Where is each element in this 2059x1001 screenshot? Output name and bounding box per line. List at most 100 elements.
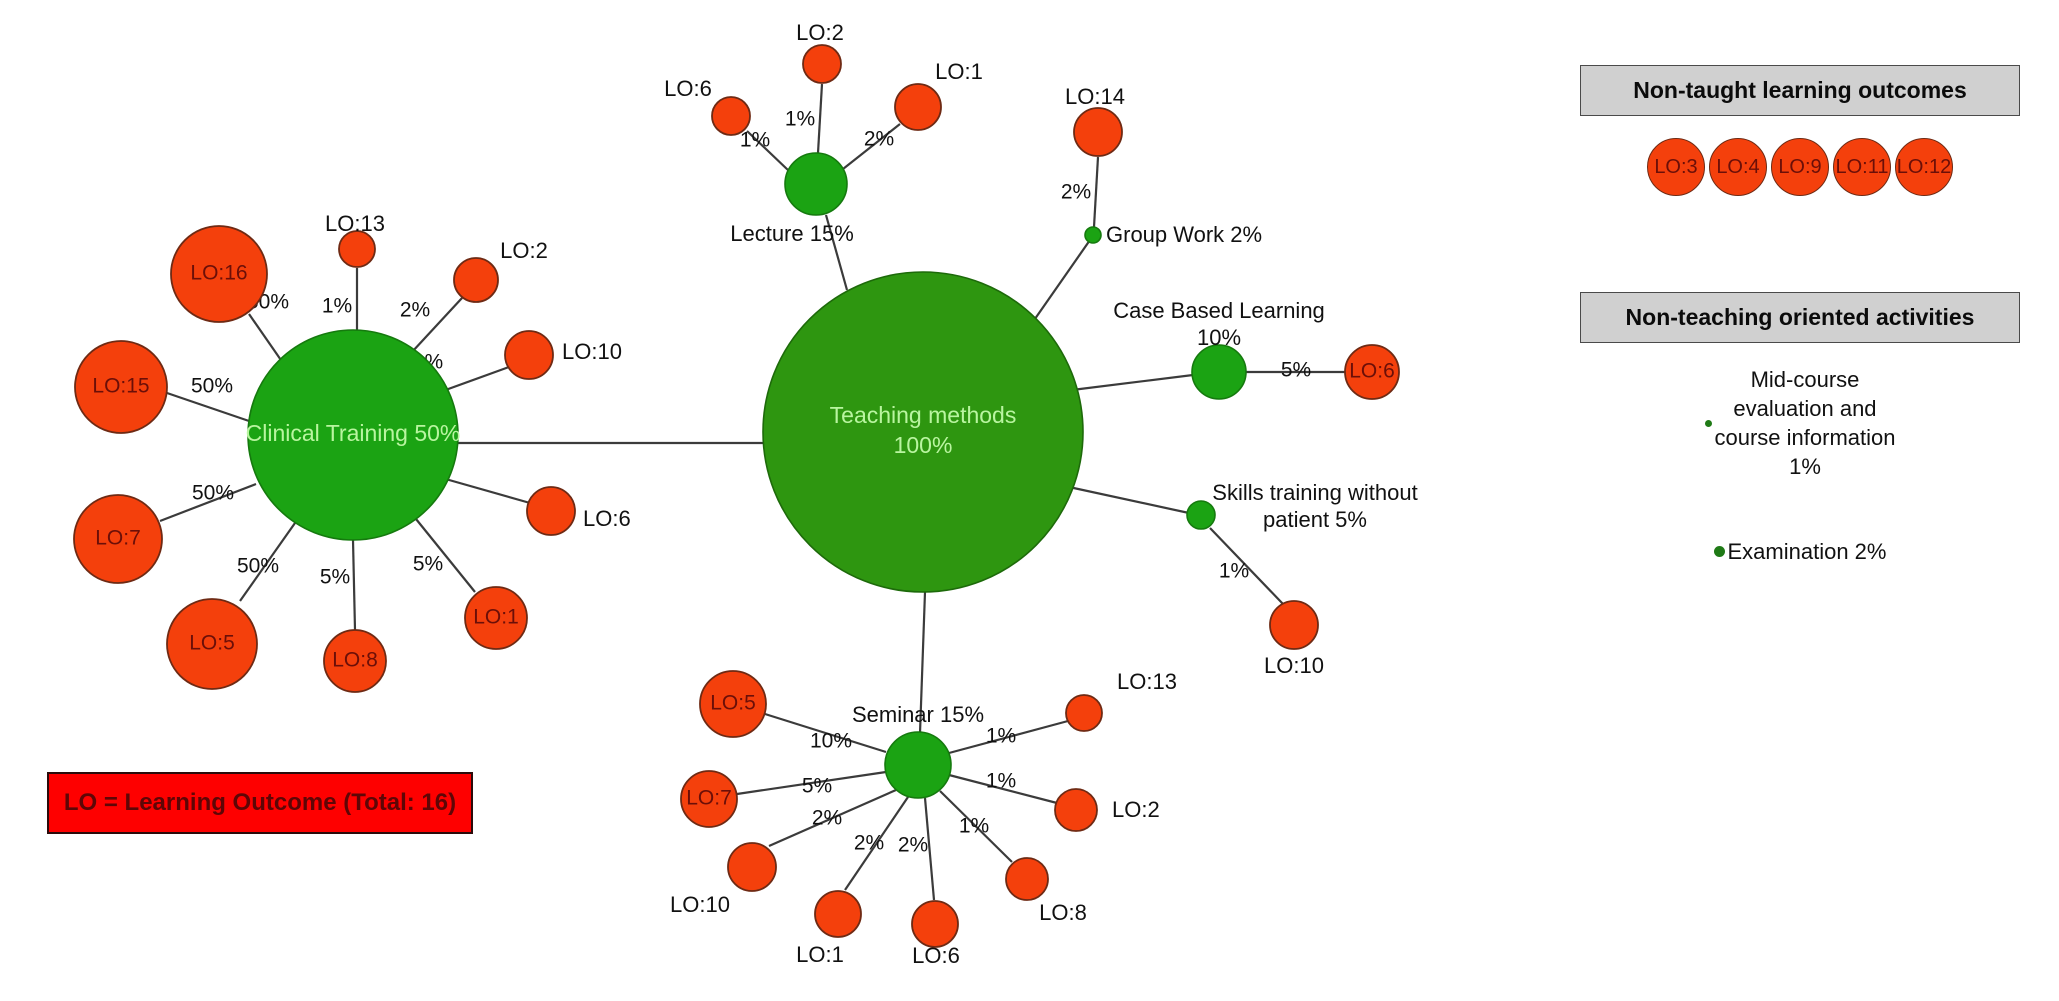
edge-cbl-lo6: 5% [1246,359,1345,382]
lo-node-ct-1-inner-label: LO:1 [473,606,519,629]
lo-node-sem-13[interactable]: LO:13 [1065,669,1177,732]
method-group-work-outer-label: Group Work 2% [1106,222,1262,247]
non-taught-lo-chip[interactable]: LO:4 [1709,138,1767,196]
lo-key-label: LO = Learning Outcome (Total: 16) [63,789,457,816]
lo-node-lec-1[interactable]: LO:1 [894,59,983,131]
method-case-based-learning-circle[interactable] [1191,344,1247,400]
lo-node-ct-6[interactable]: LO:6 [526,486,631,536]
edge-hub-case-based-line [1071,373,1194,392]
lo-node-sem-13-circle[interactable] [1065,694,1103,732]
non-taught-lo-chip[interactable]: LO:12 [1895,138,1953,196]
lo-node-cbl-6[interactable]: LO:6 [1344,344,1400,400]
lo-node-sem-7-circle[interactable] [680,770,738,828]
method-group-work-circle[interactable] [1084,226,1102,244]
edge-ct-lo2-line [411,297,463,353]
lo-node-sem-5[interactable]: LO:5 [699,670,767,738]
lo-node-st-10[interactable]: LO:10 [1264,600,1324,678]
method-case-based-learning-outer-label: Case Based Learning [1113,298,1325,323]
lo-node-lec-6-circle[interactable] [711,96,751,136]
edge-ct-lo5-line [239,522,296,602]
non-taught-lo-chip[interactable]: LO:3 [1647,138,1705,196]
lo-node-ct-13-circle[interactable] [338,230,376,268]
lo-node-sem-1-circle[interactable] [814,890,862,938]
edge-ct-lo8: 5% [320,539,357,631]
edge-lecture-lo6-weight-label: 1% [740,129,770,152]
edge-ct-lo2-weight-label: 2% [400,299,430,322]
method-skills-training-circle[interactable] [1186,500,1216,530]
lo-node-ct-7-circle[interactable] [73,494,163,584]
edge-hub-seminar [918,591,927,734]
non-teaching-activity-item[interactable]: Examination 2% [1580,537,2020,566]
activity-bullet-icon [1704,419,1712,427]
method-clinical-training-circle[interactable] [247,329,459,541]
lo-node-ct-8-circle[interactable] [323,629,387,693]
lo-node-ct-6-circle[interactable] [526,486,576,536]
hub-teaching-methods[interactable]: Teaching methods 100% [762,271,1084,593]
lo-node-cbl-6-circle[interactable] [1344,344,1400,400]
lo-node-ct-1[interactable]: LO:1 [464,586,528,650]
lo-node-ct-13[interactable]: LO:13 [325,211,385,268]
edge-hub-lecture-line [824,214,849,291]
edge-seminar-lo2: 1% [948,770,1058,805]
lo-node-sem-5-circle[interactable] [699,670,767,738]
lo-node-sem-10[interactable]: LO:10 [670,842,777,917]
method-lecture-circle[interactable] [784,152,848,216]
lo-node-lec-2-circle[interactable] [802,44,842,84]
lo-node-ct-2[interactable]: LO:2 [453,238,548,303]
lo-node-ct-5-circle[interactable] [166,598,258,690]
method-lecture[interactable]: Lecture 15% [730,152,854,246]
non-teaching-activity-item[interactable]: Mid-course evaluation and course informati… [1580,365,2020,481]
method-seminar[interactable]: Seminar 15% [852,702,984,799]
lo-node-sem-1[interactable]: LO:1 [796,890,862,967]
lo-node-sem-8[interactable]: LO:8 [1005,857,1087,925]
non-teaching-activity-list: Mid-course evaluation and course informati… [1580,365,2020,566]
method-skills-training-outer-label: Skills training without [1212,480,1417,505]
lo-node-ct-7[interactable]: LO:7 [73,494,163,584]
lo-node-sem-10-circle[interactable] [727,842,777,892]
lo-node-ct-5[interactable]: LO:5 [166,598,258,690]
lo-node-st-10-circle[interactable] [1269,600,1319,650]
method-group-work[interactable]: Group Work 2% [1084,222,1262,247]
edge-ct-lo1-line [415,518,476,593]
method-clinical-training[interactable]: Clinical Training 50% [246,329,461,541]
lo-node-ct-1-circle[interactable] [464,586,528,650]
lo-node-ct-8[interactable]: LO:8 [323,629,387,693]
lo-node-sem-8-circle[interactable] [1005,857,1049,901]
method-seminar-circle[interactable] [884,731,952,799]
lo-node-lec-6[interactable]: LO:6 [664,76,751,136]
edge-ct-lo13-weight-label: 1% [322,295,352,318]
edge-seminar-lo13-line [948,719,1069,755]
hub-teaching-methods-circle[interactable] [762,271,1084,593]
lo-node-lec-2[interactable]: LO:2 [796,20,844,84]
lo-node-sem-2[interactable]: LO:2 [1054,788,1160,832]
non-teaching-activity-label: Mid-course evaluation and course informati… [1714,367,1896,480]
lo-node-ct-16[interactable]: LO:16 [170,225,268,323]
lo-node-ct-16-circle[interactable] [170,225,268,323]
lo-node-sem-7[interactable]: LO:7 [680,770,738,828]
lo-node-sem-10-outer-label: LO:10 [670,892,730,917]
edge-ct-lo6-line [434,474,531,505]
lo-node-sem-6-circle[interactable] [911,900,959,948]
lo-node-ct-2-circle[interactable] [453,257,499,303]
lo-node-cbl-6-inner-label: LO:6 [1349,360,1395,383]
lo-node-sem-2-circle[interactable] [1054,788,1098,832]
edge-seminar-lo6-weight-label: 2% [898,834,928,857]
lo-node-ct-15[interactable]: LO:15 [74,340,168,434]
lo-node-gw-14-circle[interactable] [1073,107,1123,157]
lo-node-lec-1-circle[interactable] [894,83,942,131]
lo-node-ct-15-circle[interactable] [74,340,168,434]
lo-node-gw-14[interactable]: LO:14 [1065,84,1125,157]
lo-node-sem-6[interactable]: LO:6 [911,900,960,968]
non-teaching-activity-label: Examination 2% [1727,539,1887,565]
edge-hub-skills-training [1068,485,1190,515]
non-taught-lo-chip[interactable]: LO:9 [1771,138,1829,196]
edge-seminar-lo8-line [939,790,1013,863]
lo-node-ct-10[interactable]: LO:10 [504,330,622,380]
lo-node-ct-10-circle[interactable] [504,330,554,380]
edge-skills-lo10-line [1209,527,1284,605]
non-taught-lo-chip[interactable]: LO:11 [1833,138,1891,196]
